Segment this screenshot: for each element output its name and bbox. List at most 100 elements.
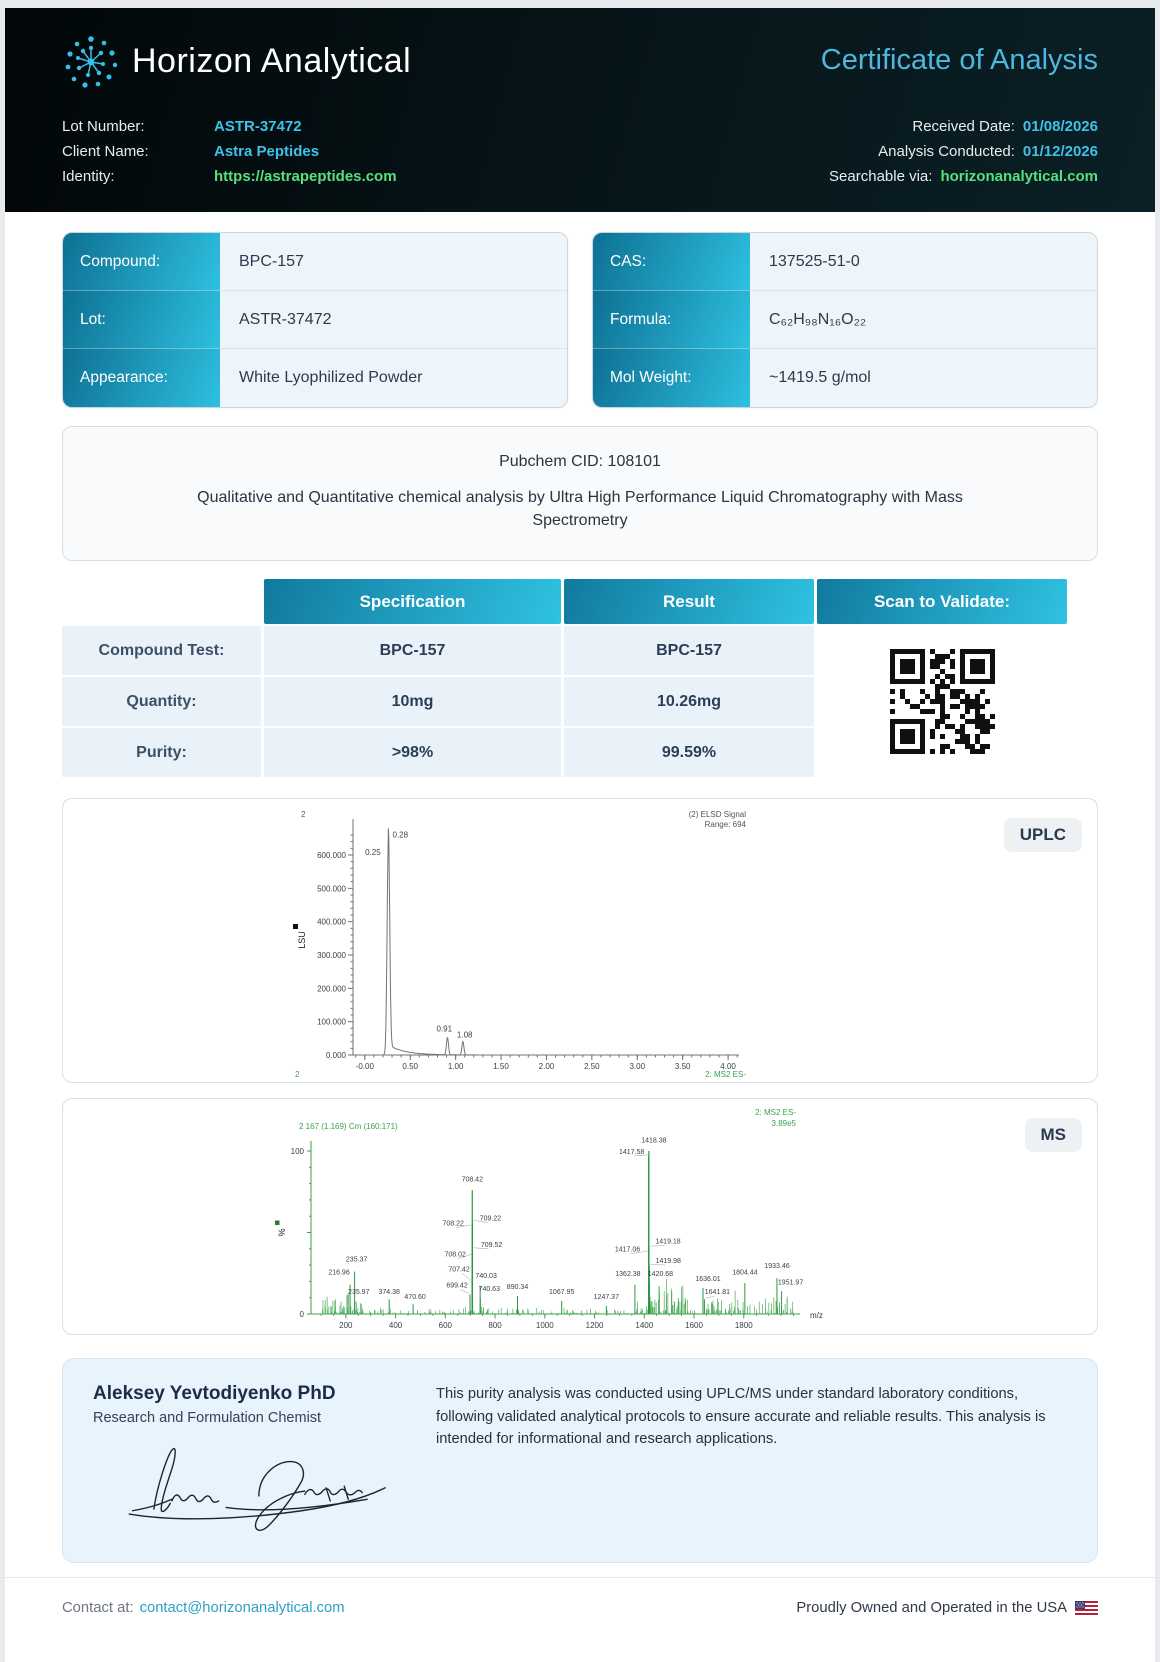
svg-text:300.000: 300.000	[317, 951, 346, 960]
svg-text:1636.01: 1636.01	[695, 1276, 720, 1283]
svg-text:1.50: 1.50	[493, 1062, 509, 1071]
svg-text:1800: 1800	[735, 1321, 753, 1330]
svg-text:0.25: 0.25	[365, 848, 381, 857]
svg-text:708.02: 708.02	[444, 1252, 466, 1259]
svg-text:1247.37: 1247.37	[594, 1294, 619, 1301]
mol-weight-value: ~1419.5 g/mol	[750, 349, 1097, 407]
lot-number-label: Lot Number:	[62, 118, 145, 135]
svg-text:-0.00: -0.00	[356, 1062, 375, 1071]
svg-text:2: MS2 ES-: 2: MS2 ES-	[755, 1108, 796, 1117]
analysis-statement: This purity analysis was conducted using…	[436, 1386, 1046, 1448]
svg-text:740.63: 740.63	[479, 1286, 501, 1293]
spec-header-result: Result	[564, 579, 814, 625]
svg-text:1641.81: 1641.81	[705, 1289, 730, 1296]
svg-text:1804.44: 1804.44	[732, 1270, 757, 1277]
svg-text:374.38: 374.38	[378, 1289, 400, 1296]
compound-label: Compound:	[63, 233, 220, 291]
svg-text:%: %	[277, 1229, 287, 1237]
svg-text:470.60: 470.60	[404, 1294, 426, 1301]
svg-text:216.96: 216.96	[328, 1270, 350, 1277]
spec-compound-test: BPC-157	[264, 626, 561, 676]
svg-text:400.000: 400.000	[317, 918, 346, 927]
ms-spectrum: 2 167 (1.169) Cm (160:171) 2: MS2 ES- 3.89…	[275, 1108, 823, 1330]
spec-purity: >98%	[264, 728, 561, 778]
svg-text:800: 800	[488, 1321, 502, 1330]
spec-table: Specification Result Scan to Validate: C…	[62, 579, 1098, 778]
svg-text:Range: 694: Range: 694	[705, 820, 747, 829]
svg-text:2: MS2 ES-: 2: MS2 ES-	[705, 1070, 746, 1079]
usa-flag-icon	[1075, 1601, 1098, 1616]
svg-text:3.00: 3.00	[629, 1062, 645, 1071]
lot-label: Lot:	[63, 291, 220, 349]
result-quantity: 10.26mg	[564, 677, 814, 727]
svg-text:100.000: 100.000	[317, 1018, 346, 1027]
svg-text:600: 600	[439, 1321, 453, 1330]
svg-text:0.28: 0.28	[393, 831, 409, 840]
analysis-date-label: Analysis Conducted:	[878, 143, 1015, 160]
svg-text:708.22: 708.22	[443, 1221, 465, 1228]
lot-value: ASTR-37472	[220, 291, 567, 349]
svg-text:400: 400	[389, 1321, 403, 1330]
svg-text:500.000: 500.000	[317, 885, 346, 894]
spec-header-empty	[62, 579, 261, 624]
compound-cards: Compound: BPC-157 Lot: ASTR-37472 Appearan…	[62, 232, 1098, 408]
brand: Horizon Analytical	[62, 32, 411, 90]
lot-number-value: ASTR-37472	[214, 118, 302, 135]
svg-text:1951.97: 1951.97	[778, 1280, 803, 1287]
row-label-purity: Purity:	[62, 728, 261, 778]
svg-text:1420.68: 1420.68	[648, 1272, 673, 1279]
card-row: Formula: C₆₂H₉₈N₁₆O₂₂	[593, 291, 1097, 349]
card-row: Lot: ASTR-37472	[63, 291, 567, 349]
made-in-usa-text: Proudly Owned and Operated in the USA	[796, 1600, 1067, 1617]
result-purity: 99.59%	[564, 728, 814, 778]
svg-text:235.37: 235.37	[346, 1257, 368, 1264]
svg-text:3.50: 3.50	[675, 1062, 691, 1071]
signature-card: Aleksey Yevtodiyenko PhD Research and Fo…	[62, 1358, 1098, 1564]
ms-badge: MS	[1024, 1118, 1082, 1153]
qr-cell	[817, 626, 1067, 778]
formula-label: Formula:	[593, 291, 750, 349]
header-fields-right: Received Date: 01/08/2026 Analysis Conduc…	[829, 114, 1098, 189]
compound-card-left: Compound: BPC-157 Lot: ASTR-37472 Appearan…	[62, 232, 568, 408]
appearance-value: White Lyophilized Powder	[220, 349, 567, 407]
searchable-label: Searchable via:	[829, 168, 933, 185]
compound-value: BPC-157	[220, 233, 567, 291]
identity-label: Identity:	[62, 168, 115, 185]
ms-panel: MS 2 167 (1.169) Cm (160:171) 2: MS2 ES- 3…	[62, 1098, 1098, 1336]
svg-text:1417.58: 1417.58	[619, 1149, 644, 1156]
uplc-chromatogram: 0.000 100.000 200.000 300.000 400.000 500.000…	[293, 810, 747, 1079]
svg-text:1.08: 1.08	[457, 1031, 473, 1040]
spec-quantity: 10mg	[264, 677, 561, 727]
svg-text:235.97: 235.97	[348, 1289, 370, 1296]
identity-link[interactable]: https://astrapeptides.com	[214, 168, 397, 185]
signature-scribble	[128, 1448, 386, 1532]
brand-name: Horizon Analytical	[132, 41, 412, 80]
client-name-value: Astra Peptides	[214, 143, 320, 160]
qr-code	[889, 649, 995, 755]
cas-label: CAS:	[593, 233, 750, 291]
formula-value: C₆₂H₉₈N₁₆O₂₂	[750, 291, 1097, 349]
contact-email-link[interactable]: contact@horizonanalytical.com	[139, 1600, 345, 1617]
received-date-label: Received Date:	[912, 118, 1015, 135]
svg-text:0.000: 0.000	[326, 1051, 347, 1060]
svg-text:(2) ELSD Signal: (2) ELSD Signal	[689, 810, 747, 819]
analysis-date-value: 01/12/2026	[1022, 143, 1098, 160]
card-row: Appearance: White Lyophilized Powder	[63, 349, 567, 407]
svg-text:1400: 1400	[635, 1321, 653, 1330]
svg-text:1933.46: 1933.46	[764, 1263, 789, 1270]
svg-text:LSU: LSU	[297, 932, 307, 950]
svg-text:4.00: 4.00	[720, 1062, 736, 1071]
card-row: Mol Weight: ~1419.5 g/mol	[593, 349, 1097, 407]
svg-text:1417.06: 1417.06	[615, 1247, 640, 1254]
uplc-panel: UPLC 0.000 100.000 200.000 300.000 400.000 50…	[62, 798, 1098, 1084]
card-row: CAS: 137525-51-0	[593, 233, 1097, 291]
header: Horizon Analytical Certificate of Analys…	[5, 8, 1155, 212]
result-compound-test: BPC-157	[564, 626, 814, 676]
svg-text:1418.38: 1418.38	[641, 1138, 666, 1145]
svg-text:699.42: 699.42	[446, 1283, 468, 1290]
signer-name: Aleksey Yevtodiyenko PhD	[93, 1383, 336, 1405]
spec-header-specification: Specification	[264, 579, 561, 625]
searchable-link[interactable]: horizonanalytical.com	[940, 168, 1098, 185]
row-label-quantity: Quantity:	[62, 677, 261, 727]
svg-text:0.91: 0.91	[436, 1025, 452, 1034]
